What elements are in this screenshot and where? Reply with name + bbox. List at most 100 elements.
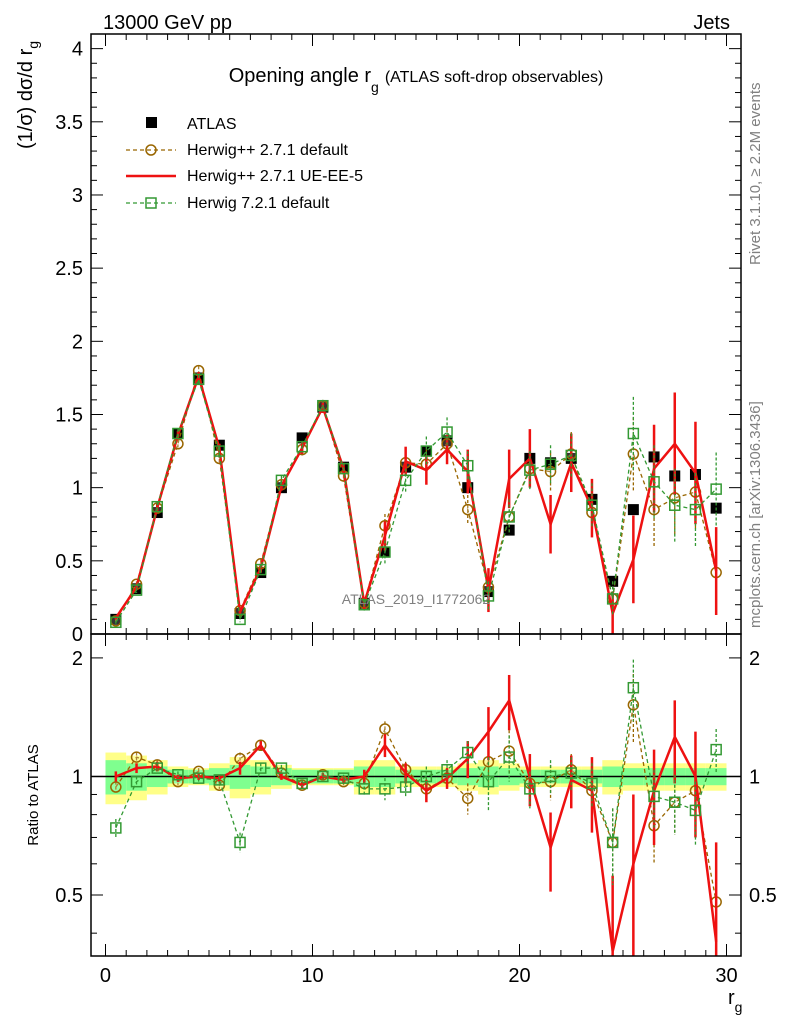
data-point-atlas [296,432,308,444]
data-point-herwig-7-2-1-default [192,373,205,386]
data-point-herwig-7-2-1-default [565,449,578,462]
y-tick-label: 2 [72,648,83,670]
x-tick-label: 20 [508,965,530,987]
data-point-herwig-7-2-1-default [296,440,308,453]
data-point-herwig-7-2-1-default [317,399,329,412]
y-tick-label: 2 [72,331,83,353]
data-point-herwig-7-2-1-default [399,781,412,793]
y-tick-label: 0.5 [55,551,83,573]
y-tick-label: 2.5 [55,258,83,280]
data-point-herwig-7-2-1-default [130,584,143,596]
data-point-herwig-2-7-1-default [462,792,474,805]
data-point-herwig-2-7-1-default [379,723,391,735]
data-point-herwig-7-2-1-default [710,483,722,495]
legend-marker-atlas [146,117,157,128]
data-point-herwig-7-2-1-default [606,593,619,605]
data-point-herwig-7-2-1-default [420,445,433,457]
y-tick-label: 4 [72,39,83,61]
data-point-herwig-7-2-1-default [710,743,722,756]
series-line-herwig-2-7-1-ue-ee-5 [115,697,718,952]
data-point-herwig-7-2-1-default [151,500,163,513]
data-point-herwig-7-2-1-default [503,751,515,763]
legend-entry-atlas: ATLAS [146,116,237,133]
data-point-herwig-7-2-1-default [441,763,453,776]
ratio-y-axis-label: Ratio to ATLAS [25,744,42,845]
data-point-herwig-7-2-1-default [669,499,681,511]
data-point-herwig-7-2-1-default [648,476,660,488]
y-axis-label-main: (1/σ) dσ/d r [15,48,37,149]
data-point-herwig-7-2-1-default [524,464,536,476]
x-axis-label: rg [728,987,742,1015]
data-point-herwig-2-7-1-default [130,751,143,763]
series-herwig-2-7-1-default [110,364,722,627]
data-point-herwig-7-2-1-default [151,762,163,774]
ratio-frame [90,633,742,957]
data-point-herwig-7-2-1-default [689,804,702,817]
data-point-herwig-7-2-1-default [213,774,226,786]
legend-label-herwigpp-ueee5: Herwig++ 2.7.1 UE-EE-5 [187,168,363,185]
data-point-herwig-7-2-1-default [358,598,370,611]
y-tick-label: 3.5 [55,112,83,134]
data-point-herwig-7-2-1-default [524,783,536,795]
data-point-herwig-7-2-1-default [627,681,640,694]
data-point-herwig-7-2-1-default [482,590,495,602]
data-point-herwig-7-2-1-default [544,458,557,470]
data-point-herwig-7-2-1-default [337,772,350,784]
series-line-herwig-2-7-1-default [115,368,717,622]
x-tick-label: 0 [100,965,111,987]
y-tick-label: 1 [72,478,83,500]
x-tick-label: 30 [715,965,737,987]
y-tick-label-right: 0.5 [749,885,777,907]
y-tick-label: 3 [72,185,83,207]
data-point-herwig-2-7-1-default [110,781,122,793]
y-tick-label-right: 1 [749,766,760,788]
series-atlas [110,372,722,625]
data-point-herwig-7-2-1-default [586,499,598,511]
data-point-herwig-7-2-1-default [254,762,267,774]
data-point-herwig-7-2-1-default [172,768,184,781]
mcplots-text: mcplots.cern.ch [arXiv:1306.3436] [747,401,764,628]
series-herwig-7-2-1-default [110,659,722,886]
data-point-herwig-7-2-1-default [110,616,122,629]
data-point-herwig-7-2-1-default [234,613,246,626]
series-herwig-2-7-1-ue-ee-5 [114,674,718,956]
chart-title: Opening angle rg (ATLAS soft-drop observa… [229,65,604,95]
y-tick-label: 1.5 [55,404,83,426]
data-point-herwig-7-2-1-default [337,462,350,475]
data-point-herwig-7-2-1-default [627,427,640,440]
x-tick-label: 10 [301,965,323,987]
legend-marker-herwig72-default [145,197,157,209]
data-point-herwig-7-2-1-default [275,762,288,774]
data-point-herwig-7-2-1-default [379,546,391,558]
legend: ATLAS Herwig++ 2.7.1 default Herwig++ 2.… [126,116,363,212]
chart-title-sub: g [371,79,379,95]
data-point-herwig-7-2-1-default [254,563,267,576]
y-tick-label: 0.5 [55,885,83,907]
legend-entry-herwigpp-default: Herwig++ 2.7.1 default [126,142,349,159]
data-point-herwig-7-2-1-default [606,836,619,849]
legend-label-atlas: ATLAS [187,116,237,133]
data-point-herwig-7-2-1-default [482,775,495,788]
data-point-herwig-7-2-1-default [462,746,474,759]
legend-marker-herwigpp-default [145,144,157,156]
series-line-herwig-2-7-1-default [115,704,717,903]
series-line-herwig-7-2-1-default [115,687,717,845]
data-point-herwig-7-2-1-default [441,426,453,438]
y-tick-label-right: 2 [749,648,760,670]
main-panel: 0 0.5 1 1.5 2 2.5 3 3.5 4 [55,33,742,646]
data-point-herwig-7-2-1-default [213,445,226,457]
x-axis-label-main: r [728,987,735,1009]
y-tick-label: 1 [72,766,83,788]
data-point-herwig-7-2-1-default [565,767,578,779]
data-point-herwig-7-2-1-default [172,427,184,440]
ratio-panel: 0.5 0.51 12 20 10 20 30 [55,633,777,987]
y-axis-label: (1/σ) dσ/d rg [15,41,41,149]
x-axis-label-sub: g [735,999,743,1015]
data-point-herwig-7-2-1-default [192,772,205,784]
data-point-herwig-7-2-1-default [544,770,557,783]
data-point-herwig-7-2-1-default [358,783,370,795]
legend-entry-herwigpp-ueee5: Herwig++ 2.7.1 UE-EE-5 [126,168,363,185]
data-point-herwig-2-7-1-default [462,503,474,516]
analysis-watermark: ATLAS_2019_I1772062 [342,591,491,607]
